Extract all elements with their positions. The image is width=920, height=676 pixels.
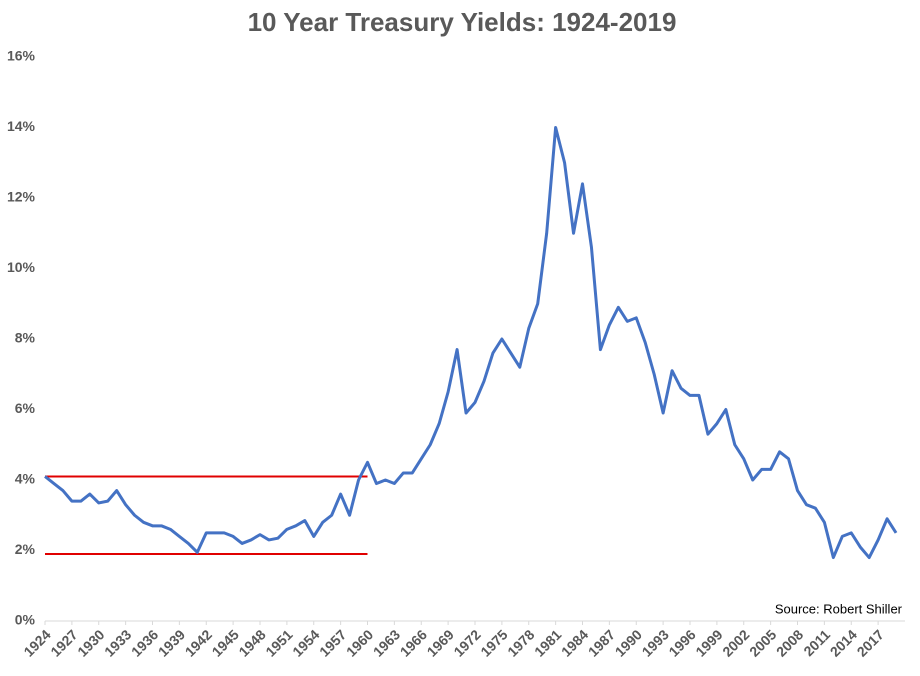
x-tick-label: 2017 (854, 626, 887, 659)
y-tick-label: 4% (15, 471, 36, 487)
x-tick-label: 1978 (504, 626, 537, 659)
y-tick-label: 8% (15, 330, 36, 346)
x-tick-label: 1975 (477, 626, 510, 659)
x-tick-label: 1987 (585, 626, 618, 659)
y-tick-label: 12% (7, 189, 36, 205)
x-tick-label: 1948 (235, 626, 268, 659)
x-tick-label: 1993 (639, 626, 672, 659)
x-tick-label: 2014 (827, 626, 860, 659)
x-tick-label: 1942 (182, 626, 215, 659)
x-tick-label: 1951 (262, 626, 295, 659)
x-tick-label: 1969 (424, 626, 457, 659)
x-tick-label: 1933 (101, 626, 134, 659)
x-tick-label: 1972 (450, 626, 483, 659)
y-tick-label: 16% (7, 48, 36, 64)
x-tick-label: 2002 (719, 626, 752, 659)
y-tick-label: 10% (7, 259, 36, 275)
x-tick-label: 1996 (665, 626, 698, 659)
x-tick-label: 1930 (74, 626, 107, 659)
x-tick-label: 1960 (343, 626, 376, 659)
x-tick-label: 2011 (800, 626, 833, 659)
x-tick-label: 1963 (370, 626, 403, 659)
source-note: Source: Robert Shiller (775, 601, 903, 616)
x-tick-label: 1927 (47, 626, 80, 659)
x-tick-label: 1936 (128, 626, 161, 659)
x-tick-label: 2008 (773, 626, 806, 659)
x-tick-label: 1966 (397, 626, 430, 659)
x-tick-label: 1945 (209, 626, 242, 659)
y-tick-label: 2% (15, 541, 36, 557)
x-tick-label: 1981 (531, 626, 564, 659)
y-tick-label: 0% (15, 612, 36, 628)
x-tick-label: 1924 (20, 626, 53, 659)
chart-title: 10 Year Treasury Yields: 1924-2019 (248, 7, 677, 37)
x-tick-label: 1984 (558, 626, 591, 659)
x-tick-label: 1957 (316, 626, 349, 659)
y-tick-label: 6% (15, 400, 36, 416)
x-tick-label: 1954 (289, 626, 322, 659)
x-tick-label: 2005 (746, 626, 779, 659)
x-tick-label: 1999 (692, 626, 725, 659)
x-tick-label: 1990 (612, 626, 645, 659)
y-tick-label: 14% (7, 118, 36, 134)
x-tick-label: 1939 (155, 626, 188, 659)
line-series (44, 126, 898, 560)
